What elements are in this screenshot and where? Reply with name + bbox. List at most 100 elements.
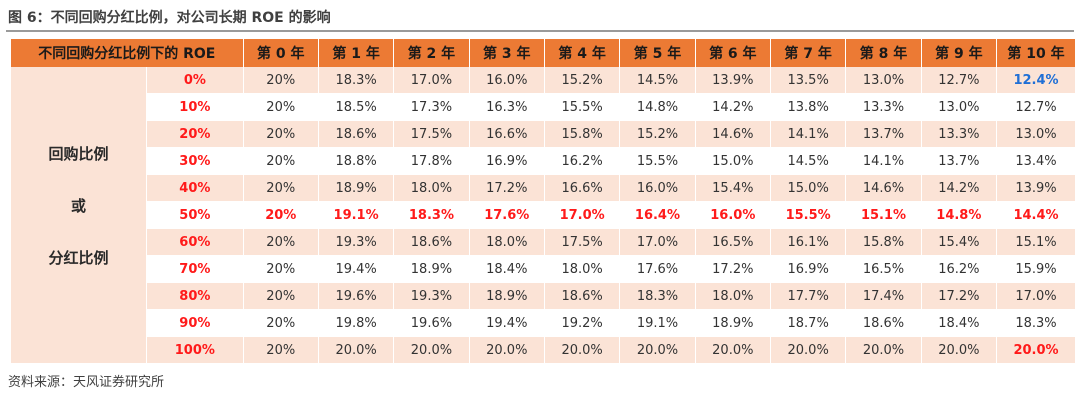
roe-cell: 17.7% [770, 282, 847, 310]
roe-cell: 13.3% [921, 120, 998, 148]
roe-cell: 12.7% [921, 67, 998, 94]
roe-cell: 16.0% [695, 201, 771, 229]
roe-cell: 20% [243, 147, 319, 175]
ratio-cell: 30% [146, 147, 244, 175]
ratio-cell: 90% [146, 309, 244, 337]
roe-cell: 13.3% [845, 93, 922, 121]
roe-cell: 14.2% [921, 174, 998, 202]
roe-cell: 18.0% [393, 174, 470, 202]
roe-cell: 20% [243, 201, 319, 229]
roe-cell: 19.3% [393, 282, 470, 310]
roe-cell: 17.6% [619, 255, 696, 283]
table-row: 70% 20% 19.4% 18.9% 18.4% 18.0% 17.6% 17.2% 16.9… [11, 255, 1075, 283]
roe-cell: 13.7% [921, 147, 998, 175]
roe-cell: 20.0% [318, 336, 395, 364]
roe-cell: 14.6% [695, 120, 771, 148]
roe-cell: 14.1% [845, 147, 922, 175]
ratio-cell: 50% [146, 201, 244, 229]
roe-cell: 16.6% [544, 174, 621, 202]
roe-cell: 15.5% [770, 201, 847, 229]
roe-cell: 15.5% [619, 147, 696, 175]
roe-cell: 18.6% [318, 120, 395, 148]
roe-cell: 20.0% [469, 336, 545, 364]
roe-cell: 13.9% [695, 67, 771, 94]
roe-cell: 19.1% [619, 309, 696, 337]
year-header: 第 1 年 [318, 39, 395, 67]
roe-cell: 16.4% [619, 201, 696, 229]
roe-cell: 16.0% [619, 174, 696, 202]
year-header: 第 4 年 [544, 39, 621, 67]
roe-cell: 18.9% [695, 309, 771, 337]
ratio-cell: 40% [146, 174, 244, 202]
roe-cell: 16.0% [469, 67, 545, 94]
roe-cell: 18.0% [695, 282, 771, 310]
roe-cell: 20.0% [770, 336, 847, 364]
roe-cell: 20% [243, 282, 319, 310]
table-row: 80% 20% 19.6% 19.3% 18.9% 18.6% 18.3% 18.0% 17.7… [11, 282, 1075, 310]
ratio-cell: 80% [146, 282, 244, 310]
year-header: 第 8 年 [845, 39, 922, 67]
ratio-cell: 0% [146, 67, 244, 94]
roe-cell: 14.4% [996, 201, 1075, 229]
roe-cell: 15.4% [695, 174, 771, 202]
year-header: 第 2 年 [393, 39, 470, 67]
roe-cell: 16.5% [845, 255, 922, 283]
roe-cell: 16.9% [770, 255, 847, 283]
roe-cell: 16.2% [544, 147, 621, 175]
roe-cell: 17.3% [393, 93, 470, 121]
roe-cell: 15.8% [544, 120, 621, 148]
roe-cell: 20.0% [544, 336, 621, 364]
roe-cell: 20.0% [996, 336, 1075, 364]
year-header: 第 6 年 [695, 39, 771, 67]
roe-cell: 16.9% [469, 147, 545, 175]
roe-cell: 19.4% [318, 255, 395, 283]
roe-cell: 16.3% [469, 93, 545, 121]
figure-title: 图 6：不同回购分红比例，对公司长期 ROE 的影响 [8, 10, 331, 26]
table-row: 90% 20% 19.8% 19.6% 19.4% 19.2% 19.1% 18.9% 18.7… [11, 309, 1075, 337]
roe-cell: 18.8% [318, 147, 395, 175]
table-row: 回购比例或分红比例 0% 20% 18.3% 17.0% 16.0% 15.2% 14.5% 1… [11, 67, 1075, 364]
roe-cell: 17.2% [695, 255, 771, 283]
roe-cell: 18.9% [318, 174, 395, 202]
roe-cell: 13.5% [770, 67, 847, 94]
roe-cell: 13.0% [845, 67, 922, 94]
roe-cell: 14.8% [921, 201, 998, 229]
roe-cell: 15.2% [544, 67, 621, 94]
roe-cell: 14.8% [619, 93, 696, 121]
year-header: 第 9 年 [921, 39, 998, 67]
roe-cell: 18.5% [318, 93, 395, 121]
corner-header: 不同回购分红比例下的 ROE [11, 39, 244, 67]
table-row: 50% 20% 19.1% 18.3% 17.6% 17.0% 16.4% 16.0% 15.5… [11, 201, 1075, 229]
roe-cell: 19.4% [469, 309, 545, 337]
roe-cell: 20.0% [393, 336, 470, 364]
table-row: 60% 20% 19.3% 18.6% 18.0% 17.5% 17.0% 16.5% 16.1… [11, 228, 1075, 256]
roe-cell: 18.3% [318, 67, 395, 94]
roe-cell: 17.0% [619, 228, 696, 256]
roe-cell: 17.0% [544, 201, 621, 229]
source-note: 资料来源：天风证券研究所 [8, 375, 165, 390]
roe-cell: 14.5% [619, 67, 696, 94]
side-label: 分红比例 [48, 249, 109, 267]
roe-cell: 15.4% [921, 228, 998, 256]
year-header: 第 5 年 [619, 39, 696, 67]
ratio-cell: 60% [146, 228, 244, 256]
roe-cell: 19.2% [544, 309, 621, 337]
roe-cell: 19.3% [318, 228, 395, 256]
roe-cell: 18.4% [921, 309, 998, 337]
roe-cell: 17.5% [393, 120, 470, 148]
roe-cell: 20.0% [619, 336, 696, 364]
side-label: 或 [71, 197, 87, 215]
roe-cell: 13.8% [770, 93, 847, 121]
roe-cell: 19.6% [318, 282, 395, 310]
roe-cell: 18.9% [393, 255, 470, 283]
table-row: 100% 20% 20.0% 20.0% 20.0% 20.0% 20.0% 20.0% 20.… [11, 336, 1075, 364]
roe-cell: 15.5% [544, 93, 621, 121]
roe-cell: 17.8% [393, 147, 470, 175]
roe-cell: 20% [243, 255, 319, 283]
roe-cell: 12.7% [996, 93, 1075, 121]
roe-cell: 18.3% [393, 201, 470, 229]
roe-cell: 20% [243, 174, 319, 202]
roe-cell: 14.2% [695, 93, 771, 121]
roe-cell: 19.8% [318, 309, 395, 337]
roe-cell: 20% [243, 67, 319, 94]
